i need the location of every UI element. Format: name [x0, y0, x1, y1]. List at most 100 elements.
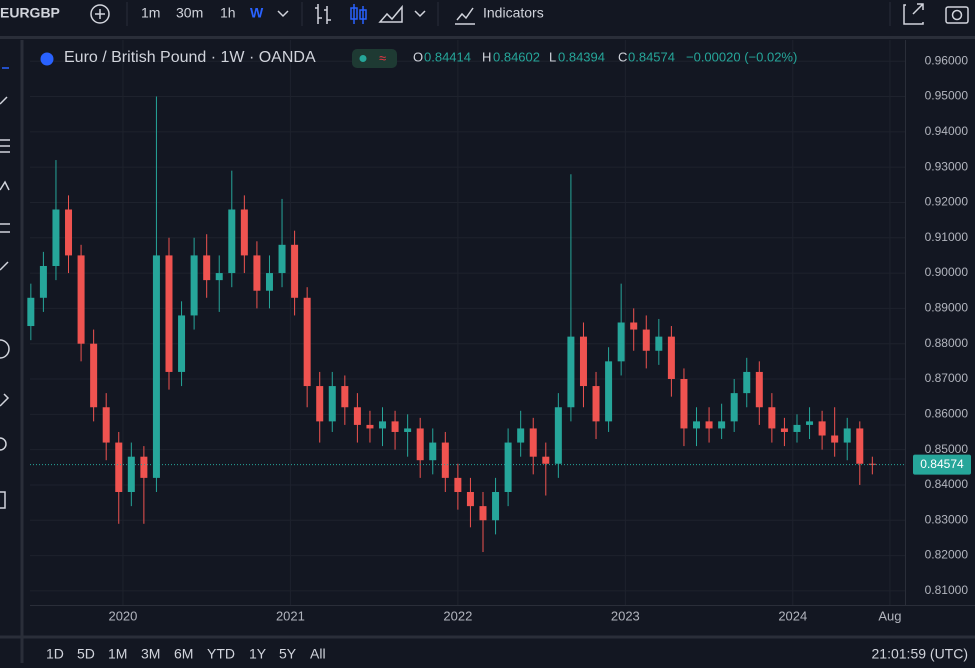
y-tick-label: 0.93000	[925, 159, 969, 173]
candle-body	[755, 371, 763, 408]
tool-trendline[interactable]	[0, 96, 8, 105]
legend: Euro / British Pound · 1W · OANDA ≈ O 0.…	[40, 49, 797, 68]
interval-button[interactable]: 1h	[220, 5, 236, 21]
symbol-flag	[40, 52, 54, 66]
interval-dropdown[interactable]	[277, 10, 289, 18]
candle-body	[504, 442, 512, 492]
indicators-button[interactable]: Indicators	[483, 5, 544, 21]
candle-body	[140, 456, 148, 478]
candle-body	[429, 442, 437, 461]
x-tick-label: 2020	[108, 608, 137, 623]
series-title: Euro / British Pound · 1W · OANDA	[64, 49, 316, 66]
interval-button[interactable]: 30m	[176, 5, 203, 21]
range-button[interactable]: 1D	[46, 646, 64, 662]
y-tick-label: 0.94000	[925, 124, 969, 138]
candle-body	[366, 424, 374, 429]
candle-body	[479, 506, 487, 521]
candle-body	[730, 393, 738, 422]
interval-button-active[interactable]: W	[250, 5, 264, 21]
style-dropdown[interactable]	[414, 10, 426, 18]
range-button[interactable]: 5Y	[279, 646, 297, 662]
add-symbol-button[interactable]	[90, 4, 110, 24]
candle-body	[127, 456, 135, 492]
candle-body	[215, 273, 223, 281]
high-value: 0.84602	[493, 49, 540, 64]
indicators-icon[interactable]	[455, 7, 475, 25]
candle-body	[806, 421, 814, 425]
fullscreen-button[interactable]	[903, 3, 924, 25]
snapshot-button[interactable]	[945, 6, 969, 24]
y-tick-label: 0.89000	[925, 301, 969, 315]
tool-measure[interactable]	[0, 393, 10, 407]
interval-button[interactable]: 1m	[141, 5, 160, 21]
x-tick-label: 2022	[443, 608, 472, 623]
candle-body	[529, 428, 537, 457]
clock: 21:01:59 (UTC)	[872, 646, 968, 662]
candle-body	[102, 407, 110, 443]
change-value: −0.00020 (−0.02%)	[686, 49, 797, 64]
candle-body	[605, 361, 613, 422]
candle-body	[90, 343, 98, 408]
candle-body	[718, 421, 726, 429]
candle-body	[780, 428, 788, 432]
y-tick-label: 0.88000	[925, 336, 969, 350]
status-badge[interactable]	[352, 49, 397, 68]
candle-body	[693, 421, 701, 429]
range-button[interactable]: 5D	[77, 646, 95, 662]
tool-brush[interactable]	[0, 261, 9, 271]
range-button[interactable]: 3M	[141, 646, 160, 662]
low-value: 0.84394	[558, 49, 605, 64]
candle-body	[278, 244, 286, 274]
candle-body	[856, 428, 864, 464]
candle-body	[843, 428, 851, 443]
candle-body	[203, 255, 211, 281]
plot-area: 0.81000 0.82000 0.83000 0.84000 0.85000 0.860…	[27, 40, 975, 623]
candle-body	[630, 322, 638, 330]
candle-body	[316, 386, 324, 422]
open-label: O	[413, 49, 423, 64]
y-tick-label: 0.92000	[925, 195, 969, 209]
high-label: H	[482, 49, 491, 64]
candle-body	[492, 492, 500, 521]
y-tick-label: 0.83000	[925, 512, 969, 526]
y-tick-label: 0.95000	[925, 89, 969, 103]
y-tick-label: 0.96000	[925, 53, 969, 67]
bar-style-button[interactable]	[315, 4, 331, 24]
range-button[interactable]: 1Y	[249, 646, 267, 662]
candle-body	[353, 407, 361, 425]
candle-body	[793, 424, 801, 432]
candle-body	[416, 428, 424, 461]
top-toolbar: EURGBP 1m 30m 1h W Indicators	[0, 2, 975, 39]
tool-pattern[interactable]	[0, 180, 10, 191]
tool-prediction[interactable]	[0, 223, 10, 233]
candle-body	[39, 266, 47, 298]
candle-body	[454, 477, 462, 492]
tool-magnet[interactable]	[0, 491, 6, 509]
candle-body	[517, 428, 525, 443]
range-button[interactable]: YTD	[207, 646, 235, 662]
candle-body	[165, 255, 173, 372]
area-style-button[interactable]	[378, 4, 403, 23]
axis-background	[905, 40, 975, 605]
candle-body	[253, 255, 261, 291]
tool-fib[interactable]	[0, 139, 10, 153]
candle-body	[27, 297, 35, 327]
candle-style-button-active[interactable]	[350, 4, 367, 24]
y-tick-label: 0.90000	[925, 265, 969, 279]
y-tick-label: 0.87000	[925, 371, 969, 385]
last-price-tag	[913, 454, 971, 475]
range-button[interactable]: All	[310, 646, 326, 662]
close-label: C	[618, 49, 627, 64]
data-status: ≈	[379, 50, 386, 65]
candle-body	[818, 421, 826, 436]
symbol[interactable]: EURGBP	[0, 5, 60, 21]
range-button[interactable]: 6M	[174, 646, 193, 662]
candle-body	[404, 428, 412, 432]
candle-body	[178, 315, 186, 372]
tool-zoom[interactable]	[0, 437, 7, 451]
range-button[interactable]: 1M	[108, 646, 127, 662]
tool-emoji[interactable]	[0, 339, 10, 359]
candle-body	[152, 255, 160, 478]
